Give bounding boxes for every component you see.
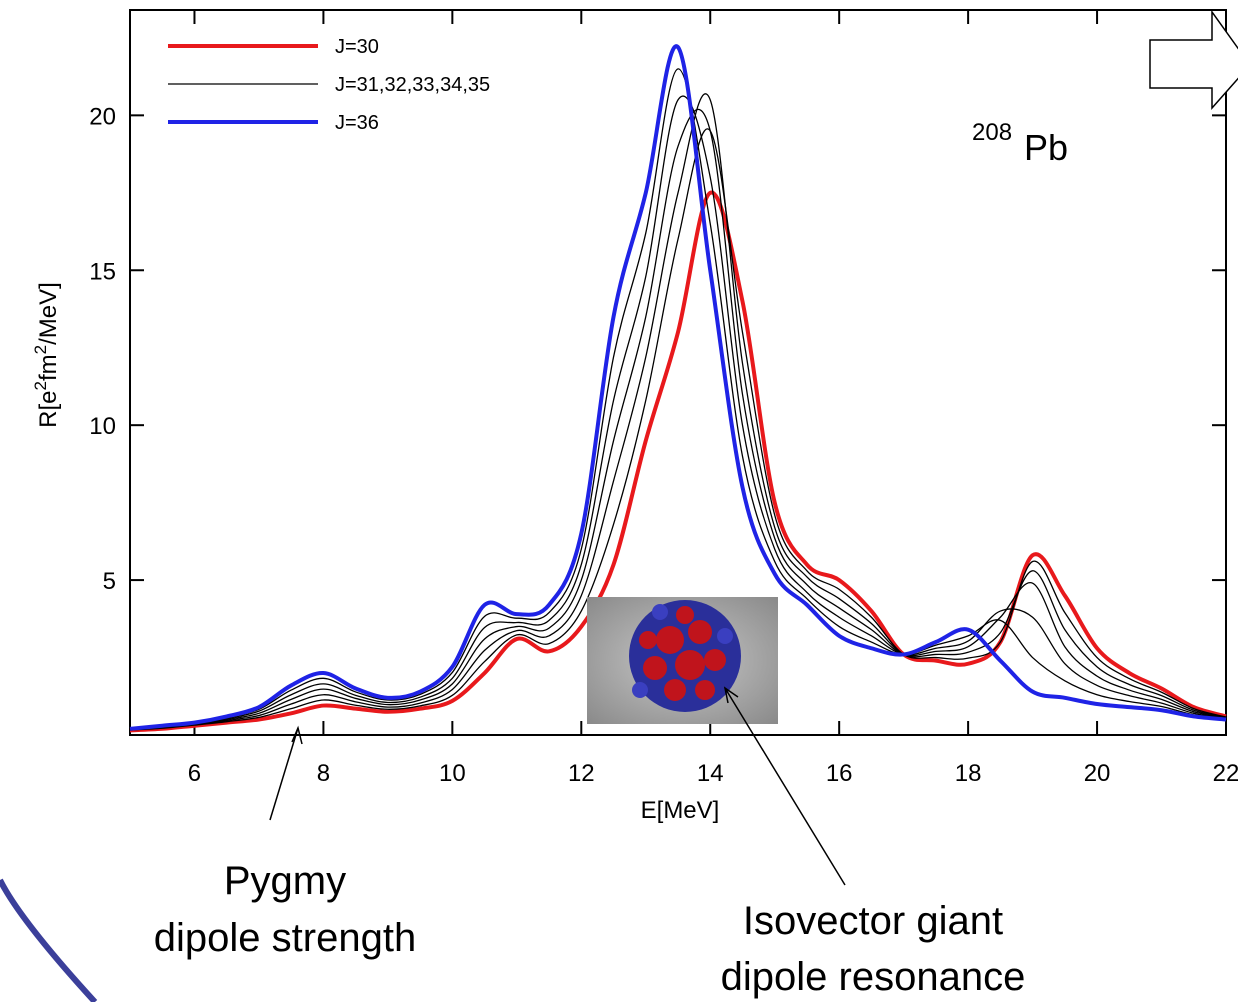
x-tick-label: 12 <box>568 760 595 787</box>
y-tick-label: 20 <box>89 103 116 130</box>
x-tick-label: 10 <box>439 760 466 787</box>
y-axis-label: R[e2fm2/MeV] <box>31 282 62 428</box>
y-tick-label: 10 <box>89 413 116 440</box>
legend-label: J=30 <box>335 36 379 58</box>
series-line <box>129 108 1227 731</box>
nucleus-image <box>587 597 778 724</box>
y-tick-label: 15 <box>89 258 116 285</box>
series-line <box>129 44 1227 731</box>
y-label-part: fm <box>35 354 62 381</box>
nucleus-element: Pb <box>1024 127 1068 168</box>
ticks: 6 8 10 12 14 16 18 20 22 5 10 15 20 <box>89 10 1238 787</box>
annotation-arrows <box>269 686 846 886</box>
series-line <box>129 95 1227 731</box>
x-tick-label: 6 <box>188 760 201 787</box>
x-tick-label: 14 <box>697 760 724 787</box>
annotation: dipole resonance <box>721 955 1026 999</box>
annotation: Isovector giant <box>743 899 1003 943</box>
nucleus-mass: 208 <box>972 119 1012 146</box>
plot-frame <box>129 9 1227 736</box>
slide-decoration <box>0 878 98 1005</box>
series-line <box>129 93 1227 731</box>
slide-arrow <box>1149 9 1238 110</box>
x-tick-label: 18 <box>955 760 982 787</box>
legend-label: J=36 <box>335 112 379 134</box>
legend: J=30 J=31,32,33,34,35 J=36 <box>168 36 490 134</box>
x-axis-label: E[MeV] <box>641 797 720 824</box>
y-tick-label: 5 <box>103 568 116 595</box>
x-tick-label: 20 <box>1084 760 1111 787</box>
x-tick-label: 22 <box>1213 760 1238 787</box>
x-tick-label: 16 <box>826 760 853 787</box>
series-line <box>129 68 1227 730</box>
y-label-part: /MeV] <box>35 282 62 345</box>
y-label-part: 2 <box>31 345 50 354</box>
y-label-part: R[e <box>35 390 62 427</box>
y-label-part: 2 <box>31 381 50 390</box>
x-tick-label: 8 <box>317 760 330 787</box>
series-line <box>129 190 1227 733</box>
legend-label: J=31,32,33,34,35 <box>335 74 490 96</box>
lines <box>129 44 1227 733</box>
annotation: dipole strength <box>154 916 416 960</box>
series-line <box>129 128 1227 731</box>
annotation: Pygmy <box>224 859 346 903</box>
